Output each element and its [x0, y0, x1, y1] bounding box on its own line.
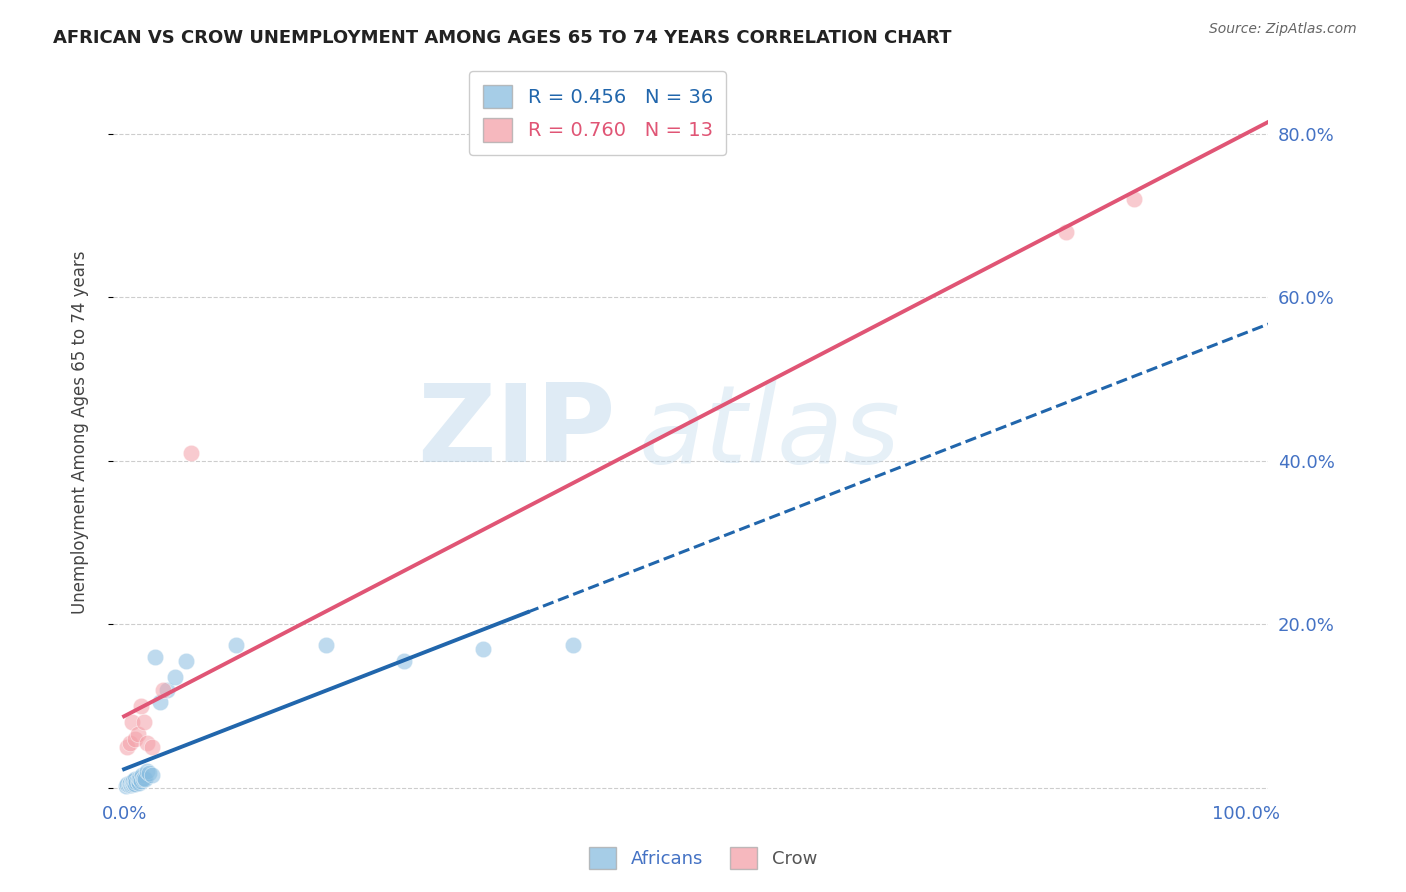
Point: [141, 739, 163, 754]
Point: [122, 774, 145, 789]
Y-axis label: Unemployment Among Ages 65 to 74 years: Unemployment Among Ages 65 to 74 years: [72, 251, 89, 614]
Point: [472, 641, 495, 656]
Point: [115, 779, 138, 793]
Point: [180, 445, 202, 459]
Point: [122, 775, 145, 789]
Point: [1122, 192, 1144, 206]
Point: [225, 638, 247, 652]
Point: [121, 715, 143, 730]
Point: [131, 768, 153, 782]
Point: [124, 731, 146, 746]
Point: [118, 776, 141, 790]
Legend: R = 0.456   N = 36, R = 0.760   N = 13: R = 0.456 N = 36, R = 0.760 N = 13: [470, 71, 727, 155]
Point: [135, 736, 157, 750]
Point: [132, 772, 155, 787]
Point: [152, 682, 174, 697]
Point: [120, 778, 142, 792]
Point: [135, 764, 157, 779]
Point: [124, 776, 146, 790]
Text: Source: ZipAtlas.com: Source: ZipAtlas.com: [1209, 22, 1357, 37]
Point: [121, 777, 143, 791]
Point: [127, 727, 149, 741]
Point: [124, 772, 146, 787]
Point: [1054, 225, 1077, 239]
Point: [125, 775, 148, 789]
Text: atlas: atlas: [638, 380, 900, 484]
Point: [122, 776, 145, 790]
Point: [561, 638, 583, 652]
Point: [128, 772, 150, 787]
Point: [394, 654, 416, 668]
Point: [163, 670, 186, 684]
Point: [121, 775, 143, 789]
Point: [128, 775, 150, 789]
Text: ZIP: ZIP: [418, 379, 616, 485]
Point: [138, 765, 160, 780]
Point: [134, 772, 156, 787]
Point: [117, 739, 139, 754]
Point: [117, 778, 139, 792]
Text: AFRICAN VS CROW UNEMPLOYMENT AMONG AGES 65 TO 74 YEARS CORRELATION CHART: AFRICAN VS CROW UNEMPLOYMENT AMONG AGES …: [53, 29, 952, 46]
Point: [128, 771, 150, 785]
Point: [134, 715, 156, 730]
Point: [129, 698, 152, 713]
Point: [118, 736, 141, 750]
Point: [149, 695, 172, 709]
Point: [129, 774, 152, 789]
Point: [156, 682, 179, 697]
Point: [134, 771, 156, 785]
Point: [141, 768, 163, 782]
Point: [118, 775, 141, 789]
Point: [315, 638, 337, 652]
Point: [174, 654, 197, 668]
Point: [127, 774, 149, 789]
Point: [117, 777, 139, 791]
Legend: Africans, Crow: Africans, Crow: [582, 839, 824, 876]
Point: [145, 649, 167, 664]
